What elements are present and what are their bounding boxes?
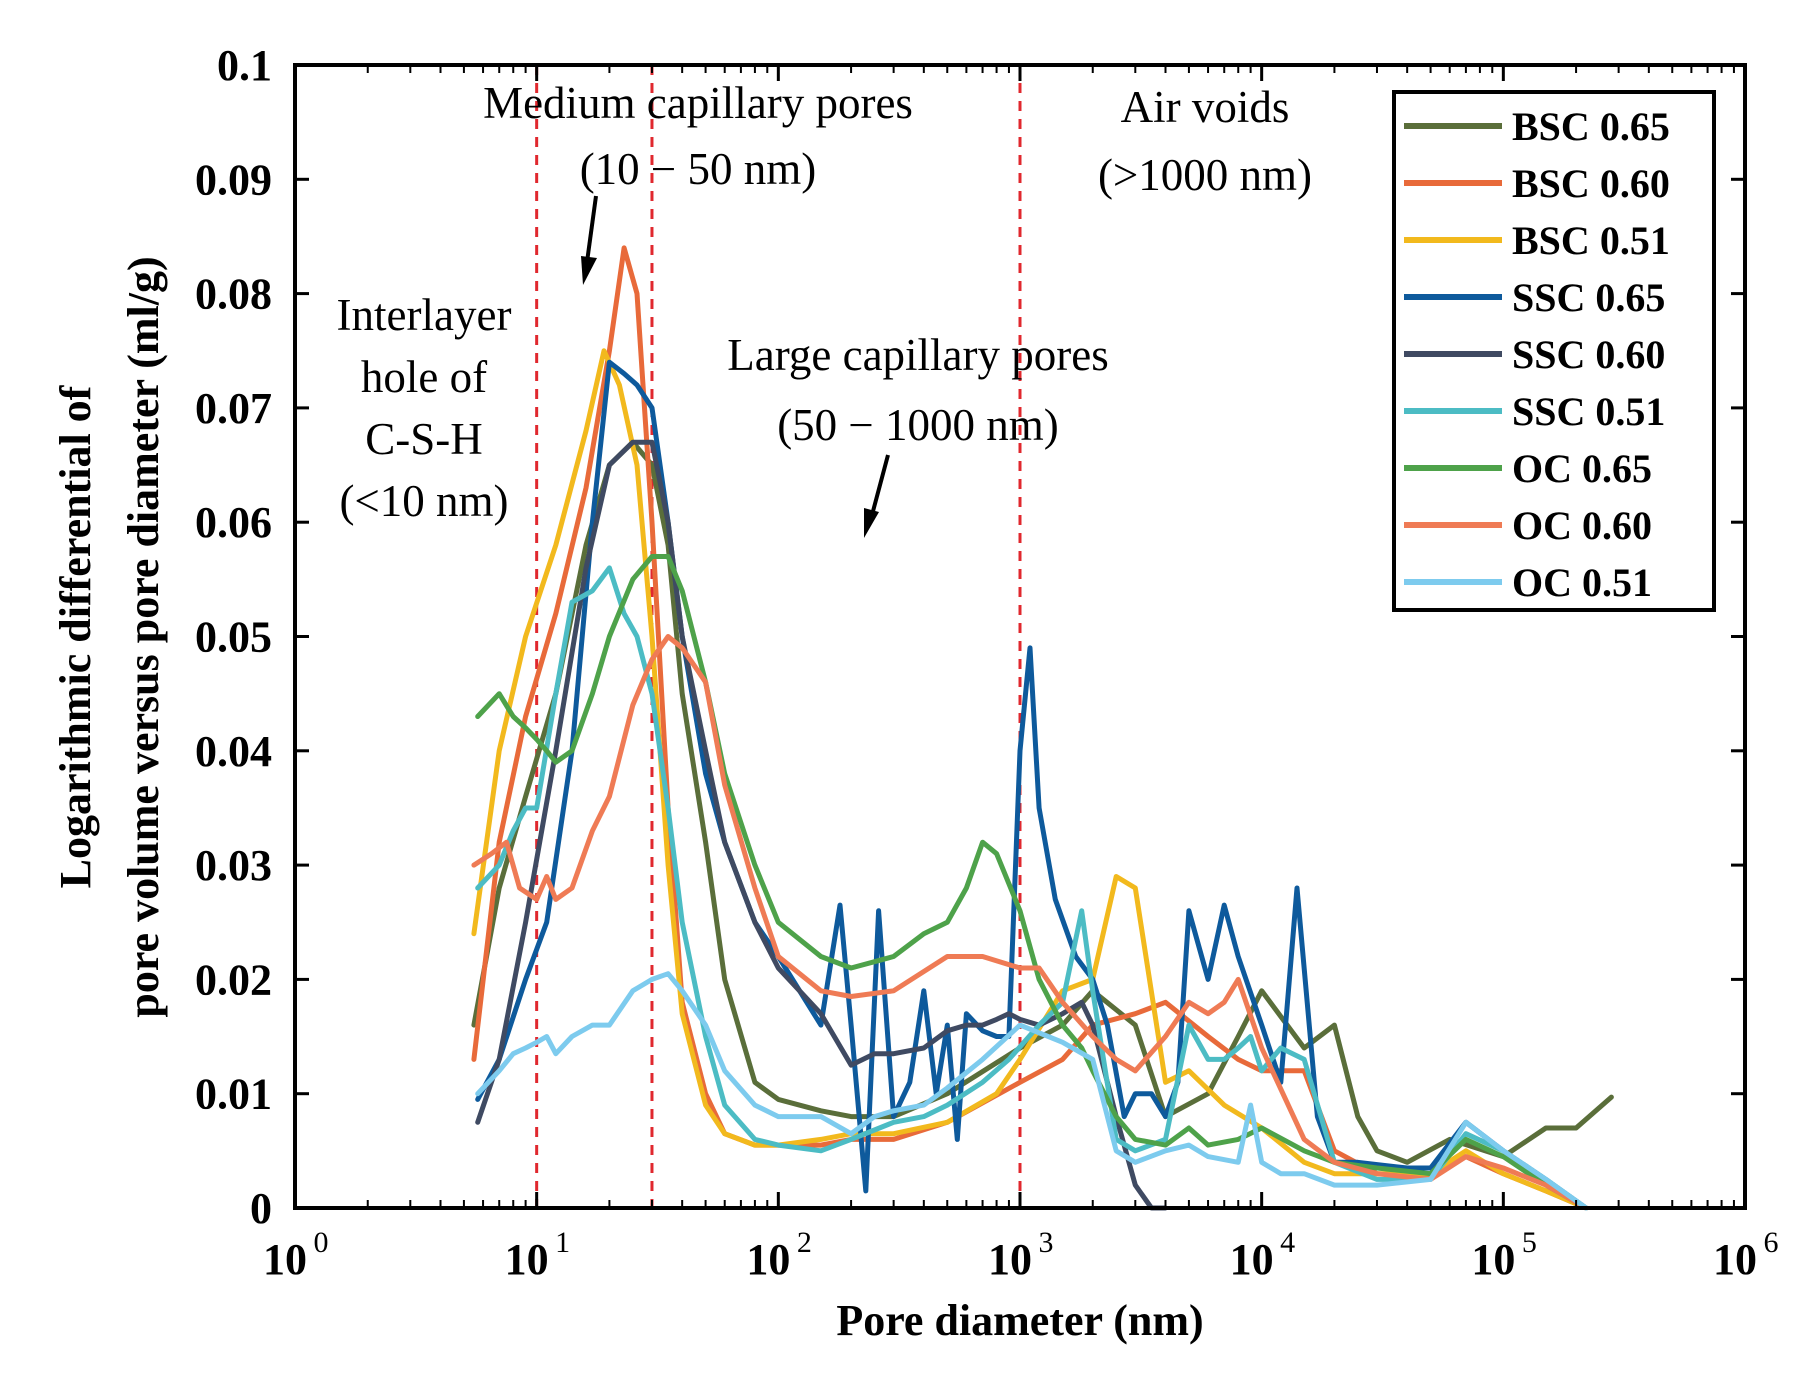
x-tick-label-exponent: 0 (314, 1226, 329, 1259)
annotation-medium-line: (10 − 50 nm) (580, 144, 817, 194)
y-tick-label: 0.04 (195, 727, 272, 776)
y-tick-label: 0.05 (195, 613, 272, 662)
legend-label: BSC 0.65 (1512, 104, 1670, 149)
annotation-large-line: (50 − 1000 nm) (777, 400, 1059, 450)
x-tick-label-exponent: 4 (1280, 1226, 1295, 1259)
legend-label: BSC 0.60 (1512, 161, 1670, 206)
annotation-air-line: Air voids (1121, 82, 1290, 132)
x-tick-label-base: 10 (505, 1235, 549, 1284)
x-tick-label-base: 10 (263, 1235, 307, 1284)
series-line-ssc-0-60 (475, 439, 1168, 1211)
annotation-interlayer-line: Interlayer (337, 290, 512, 340)
legend-label: OC 0.60 (1512, 503, 1652, 548)
series-line-oc-0-65 (475, 554, 1589, 1211)
legend-label: BSC 0.51 (1512, 218, 1670, 263)
x-axis-title: Pore diameter (nm) (836, 1296, 1203, 1345)
legend: BSC 0.65 BSC 0.60 BSC 0.51 SSC 0.65 SSC 0.60… (1392, 90, 1716, 612)
series-lines (471, 245, 1614, 1211)
annotation-large-line: Large capillary pores (727, 330, 1109, 380)
annotation-interlayer-line: C-S-H (365, 414, 483, 464)
y-tick-label: 0.1 (217, 41, 272, 90)
x-tick-label-base: 10 (1471, 1235, 1515, 1284)
legend-label: OC 0.65 (1512, 446, 1652, 491)
x-tick-label-exponent: 1 (555, 1226, 570, 1259)
y-tick-label: 0.01 (195, 1070, 272, 1119)
axis-ticks: 0 0.01 0.02 0.03 0.04 0.05 0.06 0.07 0.08 0.09 0.1… (195, 41, 1779, 1284)
legend-label: OC 0.51 (1512, 560, 1652, 605)
series-line-ssc-0-51 (475, 565, 1589, 1211)
medium-pores-arrow (581, 195, 598, 285)
series-line-bsc-0-60 (471, 245, 1589, 1211)
legend-label: SSC 0.60 (1512, 332, 1665, 377)
x-tick-label-base: 10 (1713, 1235, 1757, 1284)
x-tick-label-exponent: 3 (1039, 1226, 1054, 1259)
y-tick-label: 0.06 (195, 498, 272, 547)
x-tick-label-exponent: 5 (1522, 1226, 1537, 1259)
y-axis-title-line-1: Logarithmic differential of (51, 384, 100, 888)
y-tick-label: 0.02 (195, 955, 272, 1004)
legend-label: SSC 0.51 (1512, 389, 1665, 434)
annotation-interlayer-line: hole of (361, 352, 487, 402)
series-line-oc-0-51 (475, 971, 1589, 1211)
annotation-medium-line: Medium capillary pores (483, 78, 913, 128)
x-tick-label-exponent: 6 (1764, 1226, 1779, 1259)
x-tick-label-exponent: 2 (797, 1226, 812, 1259)
y-tick-label: 0 (250, 1184, 272, 1233)
y-tick-label: 0.09 (195, 155, 272, 204)
y-tick-label: 0.03 (195, 841, 272, 890)
annotation-interlayer-line: (<10 nm) (339, 476, 508, 526)
y-axis-title-line-2: pore volume versus pore diameter (ml/g) (119, 256, 168, 1017)
x-tick-label-base: 10 (1230, 1235, 1274, 1284)
annotations: Interlayer hole of C-S-H (<10 nm) Medium cap… (337, 78, 1313, 526)
large-pores-arrow (864, 454, 890, 538)
series-line-oc-0-60 (471, 634, 1589, 1211)
y-tick-label: 0.08 (195, 270, 272, 319)
x-tick-label-base: 10 (746, 1235, 790, 1284)
annotation-air-line: (>1000 nm) (1098, 150, 1312, 200)
series-line-bsc-0-51 (471, 348, 1589, 1211)
legend-label: SSC 0.65 (1512, 275, 1665, 320)
y-tick-label: 0.07 (195, 384, 272, 433)
x-tick-label-base: 10 (988, 1235, 1032, 1284)
